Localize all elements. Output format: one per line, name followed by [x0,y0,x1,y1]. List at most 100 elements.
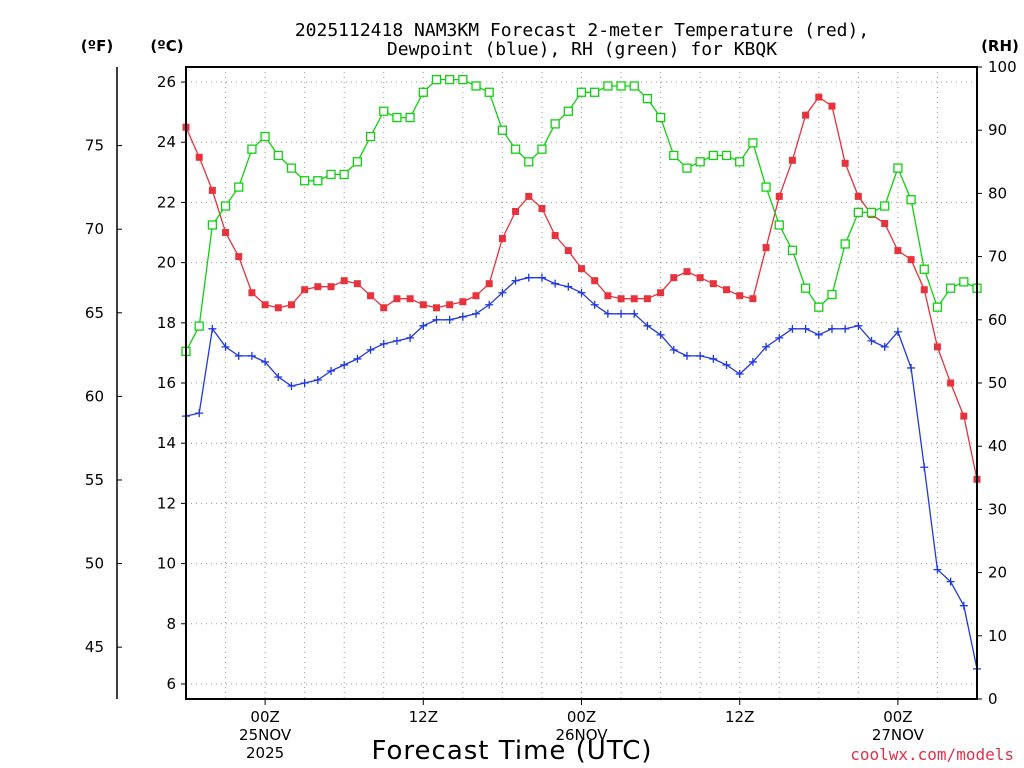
temperature-point [907,256,915,264]
dewpoint-point [841,324,850,333]
dewpoint-point [379,339,388,348]
dewpoint-point [920,463,929,472]
celsius-tick-label: 18 [157,314,176,332]
temperature-point [828,102,836,110]
dewpoint-point [221,342,230,351]
dewpoint-point [630,309,639,318]
dewpoint-point [669,345,678,354]
dewpoint-point [907,363,916,372]
fahrenheit-tick-label: 60 [85,387,104,405]
rh-point [418,87,428,97]
rh-point [880,201,890,211]
x-tick-label: 12Z [725,708,754,726]
dewpoint-point [432,315,441,324]
rh-point [207,220,218,230]
rh-point [642,93,653,104]
fahrenheit-tick-label: 45 [85,638,104,656]
rh-tick-label: 20 [988,564,1007,582]
rh-point [537,144,547,154]
rh-point [945,283,956,293]
rh-point [365,131,376,142]
axes: 6 8 10 12 14 16 18 20 22 24 26 45 50 55 60 65 70 75 0 10 20 3… [85,58,1017,762]
rh-point [273,150,283,161]
temperature-point [314,283,322,291]
dewpoint-point [643,321,652,330]
dewpoint-point [946,577,955,586]
temperature-point [380,304,388,312]
temperature-point [287,301,295,309]
temperature-point [459,298,467,306]
rh-point [814,302,824,312]
temperature-point [525,192,533,200]
rh-point [220,201,231,211]
dewpoint-point [537,273,546,282]
rh-point [445,74,455,85]
temperature-point [498,235,506,243]
temperature-point [235,253,243,261]
dewpoint-point [392,336,401,345]
rh-tick-label: 90 [988,121,1007,139]
plot-frame [185,66,978,700]
dewpoint-point [880,342,889,351]
rh-point [392,112,402,123]
temperature-point [775,192,783,200]
dewpoint-point [445,315,454,324]
dewpoint-point [603,309,612,318]
x-tick-label: 00Z [883,708,912,726]
temperature-point [274,304,282,312]
rh-point [906,195,916,205]
dewpoint-line [185,277,978,670]
rh-point [893,163,903,173]
x-axis-label: Forecast Time (UTC) [371,736,652,766]
x-tick-year-label: 2025 [246,744,284,762]
fahrenheit-tick-label: 55 [85,471,104,489]
chart-title-line2: Dewpoint (blue), RH (green) for KBQK [387,39,777,60]
temperature-point [630,295,638,303]
fahrenheit-tick-label: 75 [85,137,104,155]
rh-point [524,157,534,167]
rh-point [576,87,587,97]
dewpoint-point [722,360,731,369]
rh-point [550,119,560,129]
dewpoint-point [524,273,533,282]
chart-title-line1: 2025112418 NAM3KM Forecast 2-meter Tempe… [295,20,869,41]
rh-point [695,157,705,167]
rh-point [405,112,415,123]
dewpoint-point [274,372,283,381]
x-tick-label: 00Z [567,708,596,726]
temperature-point [419,301,427,309]
celsius-tick-label: 10 [157,555,176,573]
celsius-tick-label: 24 [157,133,176,151]
rh-point [682,163,692,173]
temperature-point [551,232,559,240]
rh-point [735,157,745,167]
dewpoint-point [406,333,415,342]
rh-point [326,169,336,180]
temperature-point [881,219,889,227]
rh-point [708,150,718,161]
rh-point [379,106,389,116]
dewpoint-point [551,279,560,288]
celsius-tick-label: 8 [166,615,176,633]
rh-tick-label: 80 [988,184,1007,202]
fahrenheit-tick-label: 65 [85,304,104,322]
dewpoint-point [353,354,362,363]
dewpoint-point [617,309,626,318]
temperature-point [222,229,230,237]
dewpoint-point [366,345,375,354]
dewpoint-point [485,300,494,309]
rh-tick-label: 100 [988,58,1017,76]
temperature-point [696,274,704,282]
fahrenheit-tick-label: 70 [85,220,104,238]
rh-point [774,220,784,230]
temperature-point [591,277,599,285]
dewpoint-point [234,351,243,360]
temperature-point [723,286,731,294]
data-series [181,74,982,673]
rh-point [840,239,850,249]
rh-point [800,283,811,293]
celsius-tick-label: 14 [157,434,176,452]
temperature-point [301,286,309,294]
dewpoint-point [854,321,863,330]
